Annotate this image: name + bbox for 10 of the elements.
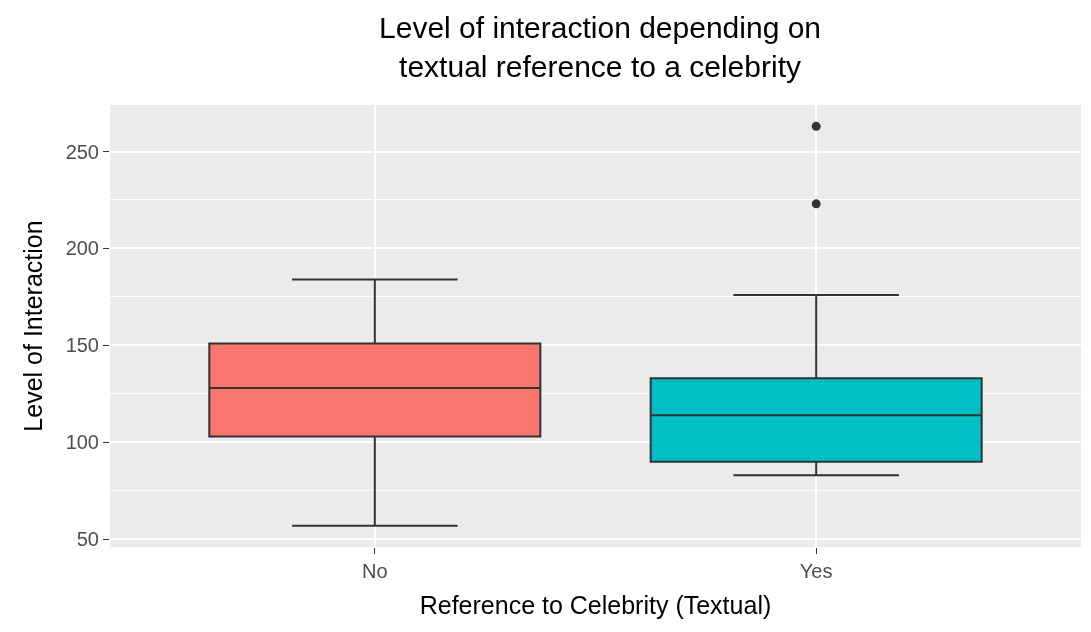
y-tick-label: 200 xyxy=(65,237,99,260)
y-tick-label: 100 xyxy=(65,431,99,454)
x-tick-label: Yes xyxy=(799,560,833,582)
y-tick-label: 250 xyxy=(65,140,99,163)
y-tick-label: 150 xyxy=(65,334,99,357)
x-tick-label: No xyxy=(362,560,388,582)
y-tick-label: 50 xyxy=(76,528,99,551)
x-axis-title: Reference to Celebrity (Textual) xyxy=(419,591,772,619)
chart-title: Level of interaction depending on textual reference to a celebrity xyxy=(379,10,822,83)
y-axis-title: Level of Interaction xyxy=(19,220,48,432)
